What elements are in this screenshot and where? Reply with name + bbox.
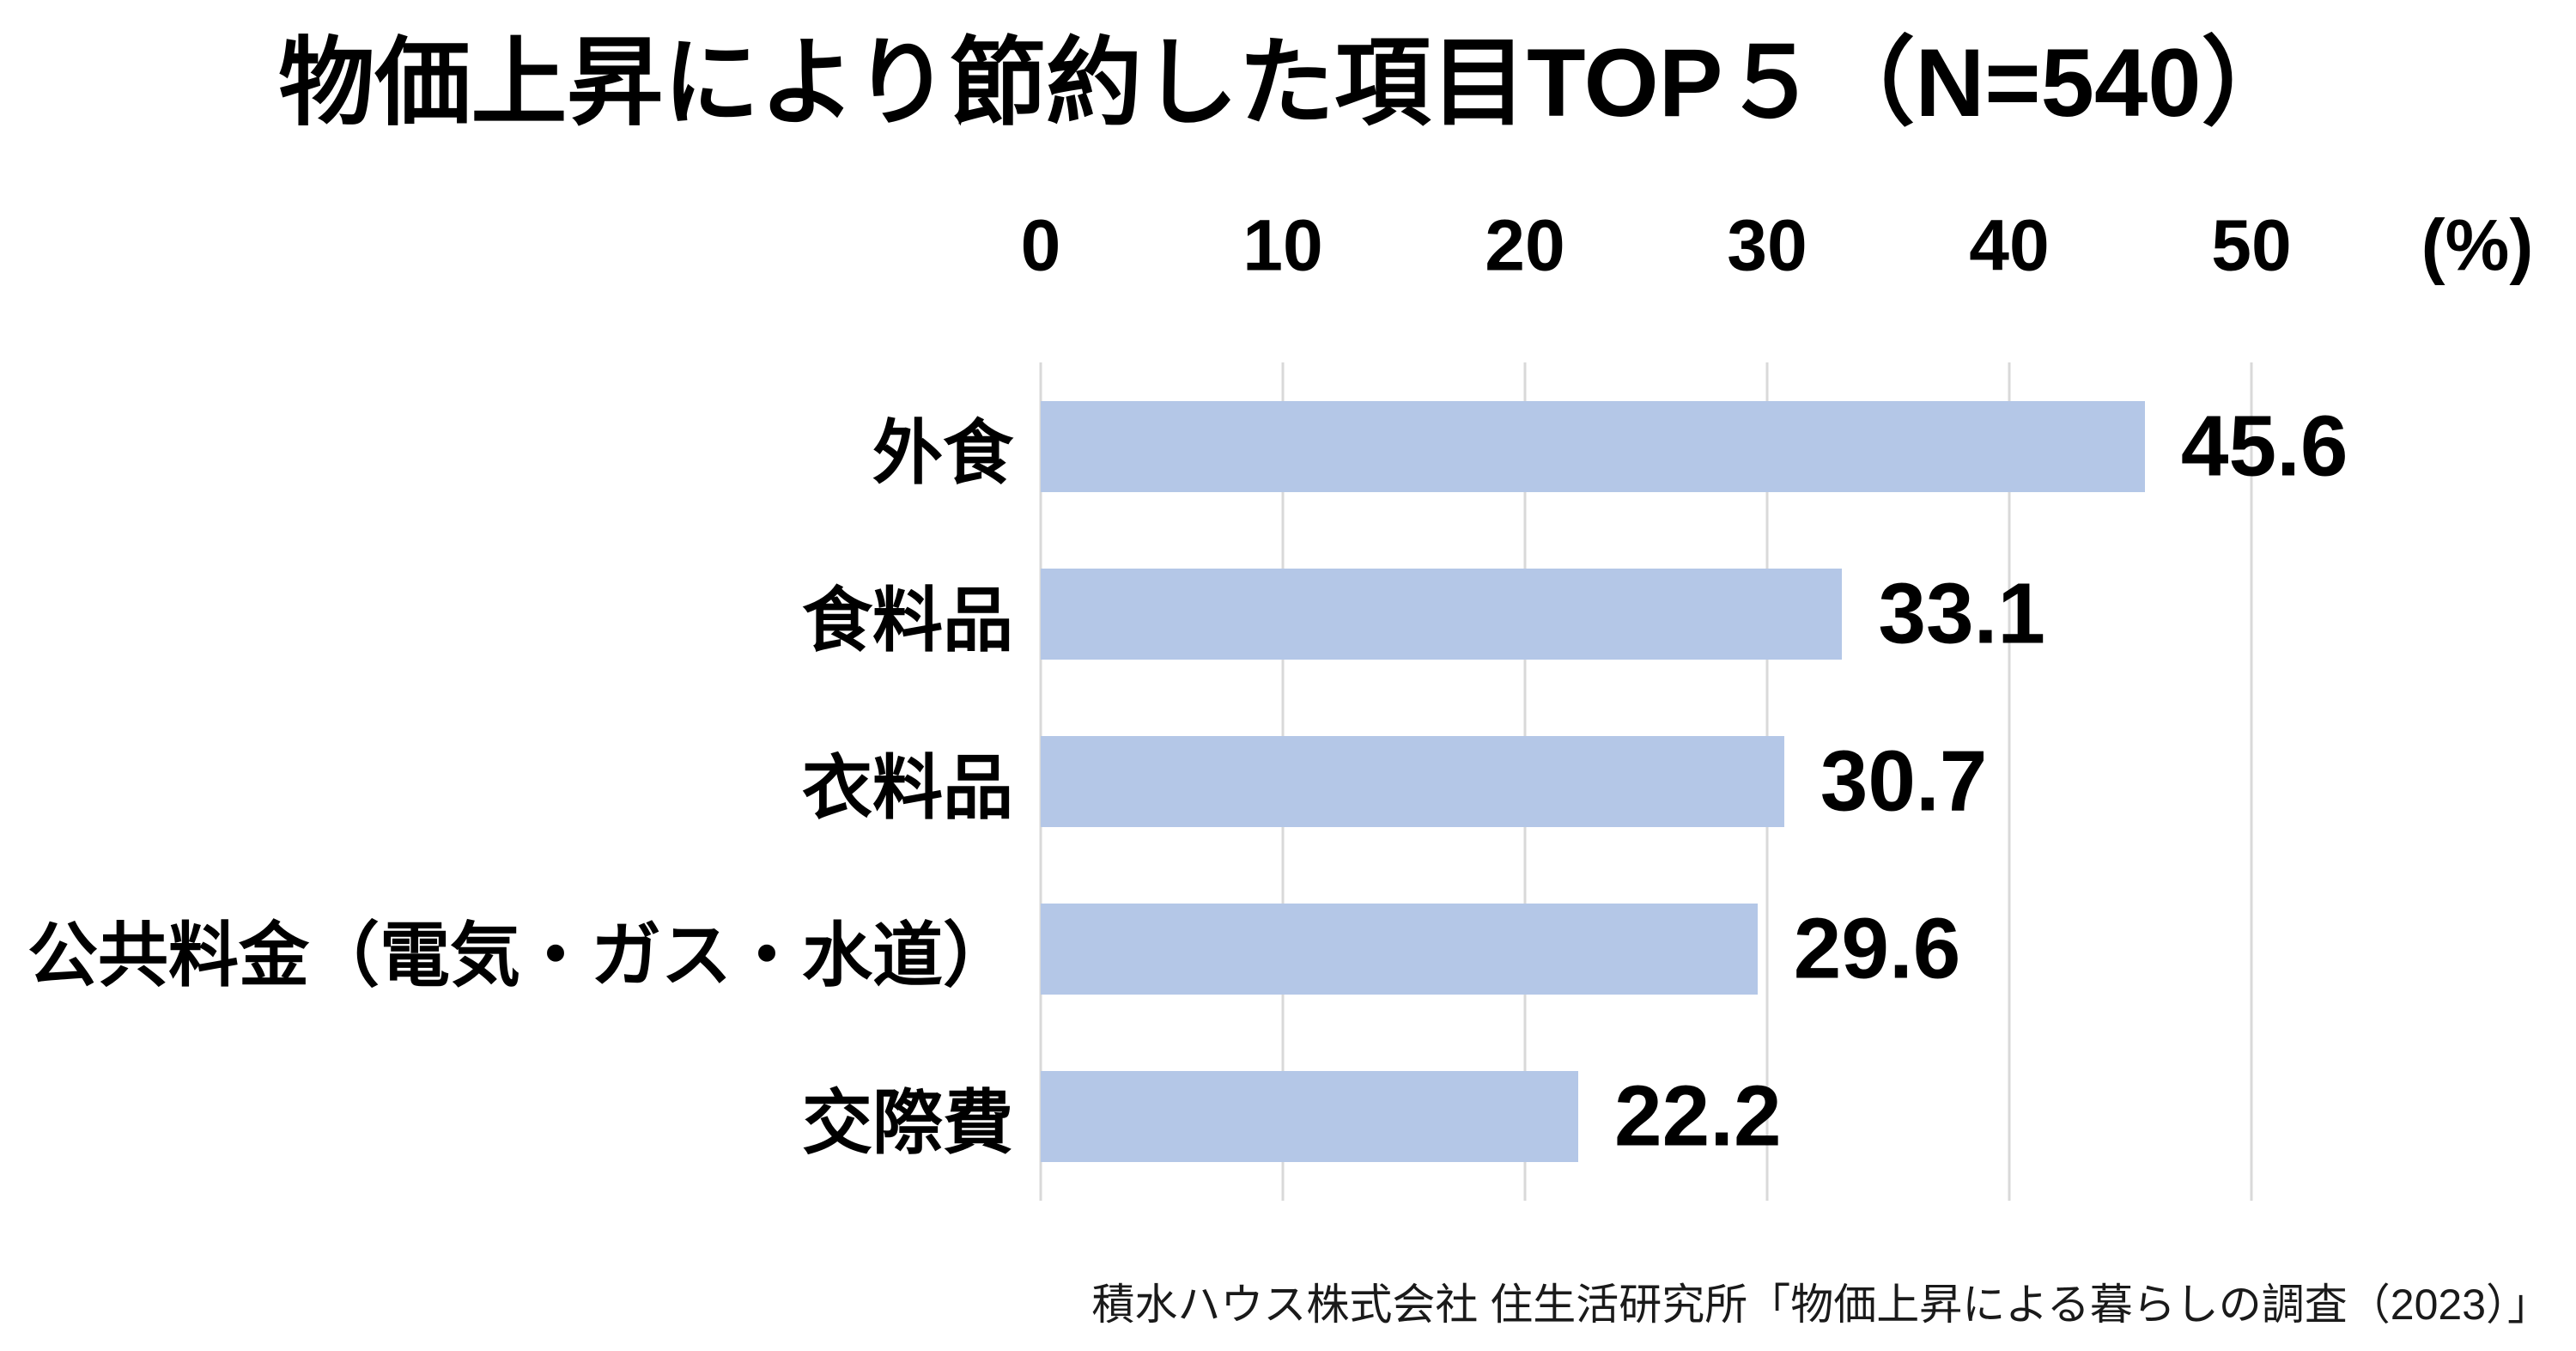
category-label: 外食 xyxy=(872,414,1013,493)
source-caption: 積水ハウス株式会社 住生活研究所「物価上昇による暮らしの調査（2023）」 xyxy=(1091,1281,2550,1329)
bar xyxy=(1041,1071,1579,1163)
chart-title: 物価上昇により節約した項目TOP５（N=540） xyxy=(278,29,2298,137)
category-label: 食料品 xyxy=(801,581,1013,660)
x-tick-label: 50 xyxy=(2211,204,2292,286)
x-tick-label: 0 xyxy=(1020,204,1061,286)
value-label: 30.7 xyxy=(1820,733,1988,830)
bar xyxy=(1041,400,2145,492)
value-label: 33.1 xyxy=(1878,565,2046,662)
gridline xyxy=(2250,362,2253,1201)
value-label: 45.6 xyxy=(2180,398,2348,495)
category-label: 公共料金（電気・ガス・水道） xyxy=(27,916,1013,995)
percent-unit-label: (%) xyxy=(2421,204,2534,286)
value-label: 22.2 xyxy=(1614,1068,1782,1165)
bar xyxy=(1041,568,1843,660)
category-label: 交際費 xyxy=(801,1084,1013,1163)
gridline xyxy=(2008,362,2011,1201)
x-tick-label: 30 xyxy=(1727,204,1807,286)
x-tick-label: 10 xyxy=(1242,204,1323,286)
x-tick-label: 40 xyxy=(1969,204,2050,286)
bar xyxy=(1041,904,1758,995)
x-tick-label: 20 xyxy=(1485,204,1565,286)
bar xyxy=(1041,736,1784,827)
value-label: 29.6 xyxy=(1793,900,1961,997)
category-label: 衣料品 xyxy=(801,749,1013,828)
